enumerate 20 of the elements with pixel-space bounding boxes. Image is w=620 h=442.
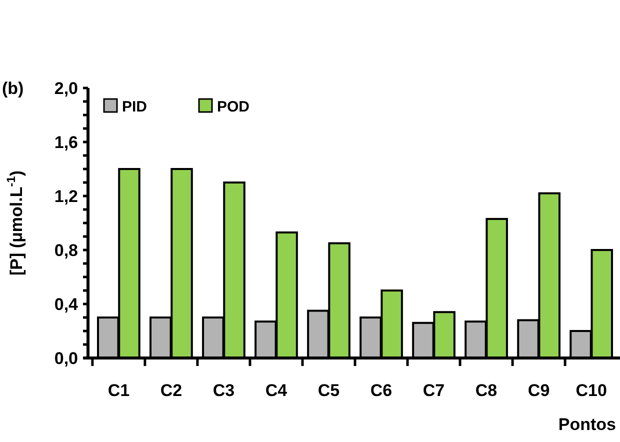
x-tick-label: C4 bbox=[265, 381, 288, 400]
y-tick-label: 0,4 bbox=[54, 294, 79, 314]
y-tick-label: 1,2 bbox=[54, 186, 78, 206]
legend-label: PID bbox=[122, 98, 148, 116]
x-tick-label: C1 bbox=[108, 381, 130, 400]
chart-title: (b) bbox=[2, 79, 24, 98]
x-tick-label: C2 bbox=[160, 381, 182, 400]
x-tick-label: C8 bbox=[475, 381, 498, 400]
y-tick-label: 0,8 bbox=[54, 240, 78, 260]
x-tick-label: C10 bbox=[576, 381, 607, 400]
x-tick-label: C9 bbox=[528, 381, 550, 400]
legend-label: POD bbox=[217, 98, 250, 116]
y-tick-label: 2,0 bbox=[54, 78, 78, 98]
x-tick-label: C5 bbox=[318, 381, 340, 400]
y-tick-label: 0,0 bbox=[54, 348, 78, 368]
x-axis-title: Pontos bbox=[558, 415, 616, 434]
y-tick-label: 1,6 bbox=[54, 132, 78, 152]
x-tick-label: C7 bbox=[422, 381, 445, 400]
x-tick-label: C6 bbox=[370, 381, 392, 400]
x-tick-label: C3 bbox=[212, 381, 235, 400]
